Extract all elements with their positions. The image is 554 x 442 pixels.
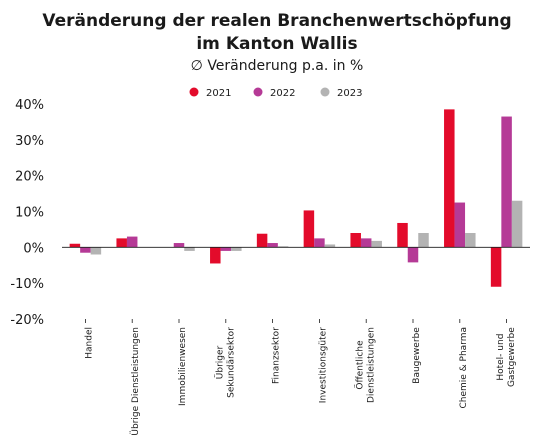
bar-2022-8 <box>454 202 466 248</box>
x-tick-label: ÜbrigerSekundärsektor <box>214 327 236 398</box>
y-tick-label: 20% <box>15 170 44 185</box>
legend-label-2021: 2021 <box>206 88 231 99</box>
x-tick-label: Immobilienwesen <box>178 327 188 406</box>
y-tick-label: 40% <box>15 98 44 113</box>
bar-2022-5 <box>314 238 325 248</box>
bar-2021-5 <box>303 210 315 248</box>
y-tick-label: -10% <box>10 277 44 292</box>
x-tick-label: Investitionsgüter <box>318 327 328 403</box>
legend-label-2022: 2022 <box>270 88 295 99</box>
y-tick-label: 10% <box>15 206 44 221</box>
bar-2022-6 <box>360 238 372 248</box>
legend-label-2023: 2023 <box>337 88 362 99</box>
chart-title-line1: Veränderung der realen Branchenwertschöp… <box>42 11 512 31</box>
bar-2021-6 <box>350 233 361 248</box>
y-tick-label: 0% <box>23 241 44 256</box>
x-tick-label: Übrige Dienstleistungen <box>130 327 141 436</box>
bar-2023-3 <box>231 247 242 251</box>
bar-2021-3 <box>210 247 221 264</box>
y-tick-label: 30% <box>15 134 44 149</box>
bar-2023-9 <box>511 200 523 248</box>
x-tick-label: Baugewerbe <box>412 327 422 384</box>
x-tick-label: ÖffentlicheDienstleistungen <box>355 327 377 403</box>
chart-title-line2: im Kanton Wallis <box>196 34 358 54</box>
legend-marker-2023 <box>320 87 330 97</box>
legend-marker-2021 <box>189 87 199 97</box>
bar-2023-0 <box>90 247 102 255</box>
bar-2022-7 <box>407 247 419 263</box>
bar-2023-5 <box>324 244 336 248</box>
y-tick-label: -20% <box>10 313 44 328</box>
bar-2023-4 <box>277 246 289 248</box>
bar-2023-7 <box>418 233 429 248</box>
bar-2022-3 <box>220 247 232 251</box>
bar-2021-4 <box>256 233 268 248</box>
bar-2021-7 <box>397 222 408 248</box>
x-tick-label: Finanzsektor <box>272 327 282 384</box>
bar-2022-0 <box>80 247 91 253</box>
bar-2022-4 <box>267 243 278 248</box>
bar-2023-6 <box>371 240 382 248</box>
x-tick-label: Handel <box>84 327 94 359</box>
bar-2022-9 <box>501 116 512 248</box>
x-tick-label: Chemie & Pharma <box>459 327 469 409</box>
bar-2021-8 <box>444 109 455 248</box>
bar-2021-9 <box>490 247 502 287</box>
bar-2021-1 <box>116 238 127 248</box>
bar-2023-8 <box>465 233 476 248</box>
bar-2023-2 <box>184 247 195 251</box>
legend-marker-2022 <box>253 87 263 97</box>
x-tick-label: Hotel- undGastgewerbe <box>496 327 517 387</box>
bar-2022-2 <box>173 243 185 248</box>
bar-2022-1 <box>126 236 138 248</box>
bar-2021-0 <box>69 243 81 248</box>
chart-subtitle: ∅ Veränderung p.a. in % <box>190 58 364 74</box>
